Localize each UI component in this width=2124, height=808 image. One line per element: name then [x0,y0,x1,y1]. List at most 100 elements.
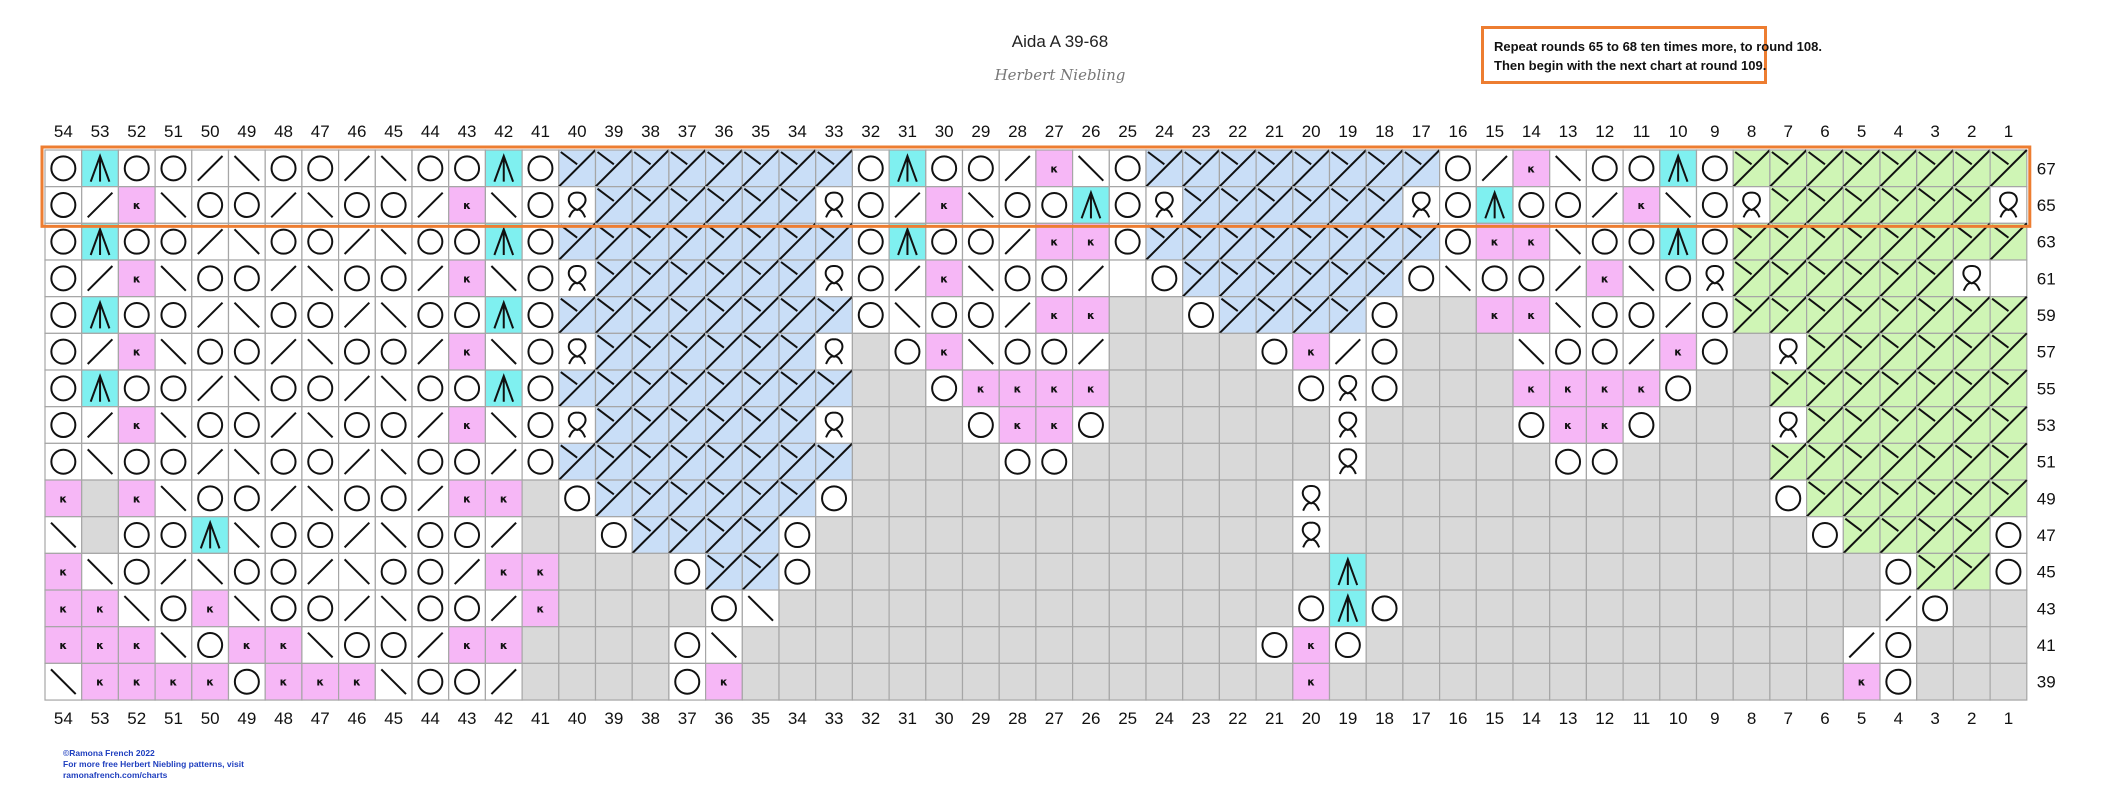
blue-cable-cross-icon [631,259,670,298]
yarn-over-circle-icon [778,552,817,591]
blue-cable-cross-icon [1292,222,1331,261]
blue-cable-cross-icon [814,295,854,335]
svg-text:κ: κ [940,199,948,212]
footer-link[interactable]: ramonafrench.com/charts [63,770,168,780]
left-slant-decrease-icon [227,516,266,554]
column-number-top: 35 [751,122,770,141]
round-number: 41 [2037,636,2056,655]
yarn-over-circle-icon [1805,516,1844,554]
double-decrease-icon [484,149,523,188]
no-stitch-icon [1732,552,1771,591]
knit-stitch-icon: κ [1512,149,1551,188]
no-stitch-icon [1475,589,1514,628]
yarn-over-circle-icon [411,149,450,188]
column-number-top: 23 [1192,122,1211,141]
blue-cable-cross-icon [631,295,670,335]
no-stitch-icon [1402,442,1441,481]
column-number-bottom: 39 [604,709,623,728]
yarn-over-circle-icon [374,332,413,371]
blue-cable-cross-icon [704,442,744,481]
no-stitch-icon [961,662,1000,701]
no-stitch-icon [1402,589,1441,628]
no-stitch-icon [815,589,854,628]
green-cable-cross-icon [1989,479,2028,518]
no-stitch-icon [1108,552,1147,591]
green-cable-cross-icon [1879,479,1918,518]
right-slant-decrease-icon [264,406,303,444]
yarn-over-circle-icon [301,516,340,554]
no-stitch-icon [1805,552,1844,591]
left-slant-decrease-icon [227,369,266,408]
blue-cable-cross-icon [704,149,744,188]
no-stitch-icon [594,662,633,701]
knit-stitch-icon: κ [117,479,156,518]
yarn-over-circle-icon [1622,406,1661,444]
no-stitch-icon [594,589,633,628]
right-slant-decrease-icon [338,516,376,554]
no-stitch-icon [1769,552,1808,591]
no-stitch-icon [1035,552,1074,591]
chart-author: Herbert Niebling [994,66,1126,84]
no-stitch-icon [1512,442,1551,481]
knit-stitch-icon: κ [1292,332,1331,371]
yarn-over-circle-icon [411,552,450,591]
knit-stitch-icon: κ [1622,186,1661,224]
yarn-over-circle-icon [374,626,413,664]
yarn-over-circle-icon [778,516,817,554]
knit-stitch-icon: κ [521,552,560,591]
left-slant-decrease-icon [117,589,156,628]
green-cable-cross-icon [1842,369,1881,408]
knit-stitch-icon: κ [1035,296,1074,334]
svg-text:κ: κ [720,676,728,689]
svg-text:κ: κ [1307,676,1315,689]
column-number-bottom: 23 [1192,709,1211,728]
no-stitch-icon [1218,406,1257,444]
knit-stitch-icon: κ [448,186,487,224]
yarn-over-circle-icon [1365,589,1404,628]
yarn-over-circle-icon [1585,149,1624,188]
right-slant-decrease-icon [264,186,303,224]
yarn-over-circle-icon [1475,259,1514,298]
knit-stitch-icon: κ [81,589,119,628]
yarn-over-circle-icon [117,222,156,261]
blue-cable-cross-icon [631,149,670,188]
yarn-over-circle-icon [117,516,156,554]
green-cable-cross-icon [1879,442,1918,481]
round-number: 45 [2037,563,2056,582]
left-slant-decrease-icon [484,259,523,298]
column-number-top: 49 [237,122,256,141]
yarn-over-circle-icon [154,222,193,261]
no-stitch-icon [1182,516,1220,554]
no-stitch-icon [1475,369,1514,408]
round-number: 49 [2037,489,2056,508]
green-cable-cross-icon [1842,295,1881,335]
svg-text:κ: κ [280,639,288,652]
green-cable-cross-icon [1879,222,1918,261]
no-stitch-icon [1622,662,1661,701]
left-slant-decrease-icon [1549,296,1587,334]
round-number: 63 [2037,233,2056,252]
column-number-top: 25 [1118,122,1137,141]
blue-cable-cross-icon [704,259,744,298]
blue-cable-cross-icon [594,259,633,298]
column-number-bottom: 53 [91,709,110,728]
green-cable-cross-icon [1879,149,1918,188]
yarn-over-circle-icon [1989,516,2028,554]
left-slant-decrease-icon [301,406,340,444]
right-slant-decrease-icon [411,186,450,224]
no-stitch-icon [1438,589,1477,628]
double-decrease-icon [484,296,523,334]
blue-cable-cross-icon [741,222,780,261]
right-slant-decrease-icon [191,369,230,408]
blue-cable-cross-icon [594,149,633,188]
blue-cable-cross-icon [741,332,780,371]
yarn-over-circle-icon [925,369,964,408]
repeat-note-line-2: Then begin with the next chart at round … [1494,58,1767,73]
knit-stitch-icon: κ [81,662,119,701]
green-cable-cross-icon [1879,259,1918,298]
no-stitch-icon [888,552,927,591]
column-number-bottom: 45 [384,709,403,728]
blue-cable-cross-icon [668,405,707,445]
left-slant-decrease-icon [961,259,1000,298]
yarn-over-circle-icon [264,149,303,188]
